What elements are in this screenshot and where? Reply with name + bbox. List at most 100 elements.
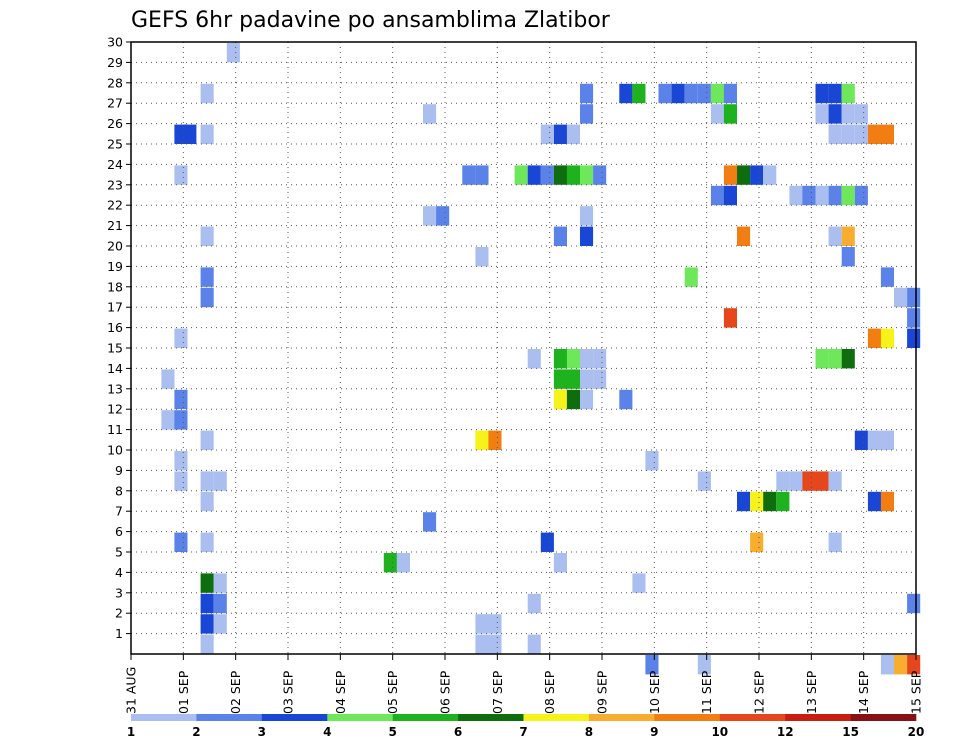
heatmap-cell (553, 389, 567, 410)
heatmap-cell (200, 634, 214, 654)
heatmap-cell (828, 124, 842, 144)
colorbar-label: 3 (258, 725, 266, 739)
heatmap-cell (684, 267, 698, 287)
heatmap-cell (174, 471, 188, 491)
heatmap-cell (540, 165, 554, 185)
colorbar-label: 20 (908, 725, 925, 739)
heatmap-cell (841, 349, 855, 369)
colorbar-label: 5 (389, 725, 397, 739)
heatmap-cell (907, 308, 921, 328)
colorbar-label: 8 (585, 725, 593, 739)
heatmap-cell (566, 389, 580, 410)
heatmap-cell (161, 369, 175, 389)
colorbar-label: 15 (842, 725, 859, 739)
heatmap-cell (580, 349, 594, 369)
heatmap-cell (174, 389, 188, 410)
heatmap-cell (423, 104, 437, 124)
colorbar-segment (131, 714, 197, 721)
heatmap-cell (174, 328, 188, 348)
heatmap-cell (867, 124, 881, 144)
colorbar-segment (850, 714, 917, 721)
heatmap-cell (213, 593, 227, 614)
heatmap-cell (828, 83, 842, 104)
heatmap-cell (553, 124, 567, 144)
colorbar: 1 2 3 4 5 6 7 8 9 10 12 15 20 (127, 714, 925, 739)
heatmap-cell (580, 226, 594, 246)
heatmap-cell (200, 124, 214, 144)
heatmap-cell (880, 124, 894, 144)
heatmap-cell (540, 532, 554, 552)
heatmap-cell (723, 185, 737, 206)
heatmap-cell (527, 165, 541, 185)
heatmap-cell (462, 165, 476, 185)
heatmap-cell (802, 185, 816, 206)
heatmap-cell (475, 430, 489, 450)
heatmap-cell (580, 165, 594, 185)
heatmap-cell (580, 389, 594, 410)
heatmap-cell (566, 369, 580, 389)
x-tick-label: 06 SEP (438, 670, 453, 714)
y-tick-label: 11 (107, 422, 123, 437)
heatmap-cell (723, 83, 737, 104)
heatmap-cell (723, 308, 737, 328)
colorbar-label: 10 (711, 725, 728, 739)
heatmap-cell (645, 655, 659, 675)
heatmap-cell (815, 471, 829, 491)
colorbar-label: 1 (127, 725, 135, 739)
heatmap-cell (867, 430, 881, 450)
heatmap-cell (815, 185, 829, 206)
colorbar-segment (458, 714, 524, 721)
heatmap-cell (200, 573, 214, 593)
heatmap-cell (815, 104, 829, 124)
heatmap-cell (475, 634, 489, 654)
heatmap-cell (841, 185, 855, 206)
heatmap-cell (854, 104, 868, 124)
heatmap-cell (867, 491, 881, 512)
y-tick-label: 16 (107, 320, 123, 335)
x-tick-label: 31 AUG (124, 667, 139, 714)
x-tick-label: 09 SEP (595, 670, 610, 714)
x-tick-label: 12 SEP (752, 670, 767, 714)
heatmap-cell (553, 553, 567, 573)
y-tick-label: 19 (107, 259, 123, 274)
heatmap-cell (880, 267, 894, 287)
heatmap-cell (527, 634, 541, 654)
colorbar-segment (261, 714, 328, 721)
y-tick-label: 22 (107, 198, 123, 213)
heatmap-cell (907, 593, 921, 614)
heatmap-cell (854, 430, 868, 450)
x-tick-label: 05 SEP (385, 670, 400, 714)
heatmap-cell (828, 226, 842, 246)
heatmap-cell (894, 655, 908, 675)
heatmap-cell (828, 185, 842, 206)
heatmap-cell (475, 165, 489, 185)
heatmap-cell (880, 430, 894, 450)
heatmap-cell (880, 328, 894, 348)
heatmap-cell (200, 471, 214, 491)
heatmap-cell (553, 165, 567, 185)
heatmap-cell (828, 471, 842, 491)
x-tick-label: 02 SEP (228, 670, 243, 714)
heatmap-cell (854, 185, 868, 206)
heatmap-cell (213, 614, 227, 634)
gridlines (131, 42, 916, 654)
heatmap-cell (553, 349, 567, 369)
heatmap-cell (750, 491, 764, 512)
heatmap-cell (815, 83, 829, 104)
heatmap-cell (200, 287, 214, 308)
x-tick-label: 03 SEP (281, 670, 296, 714)
heatmap-cell (475, 614, 489, 634)
x-tick-label: 01 SEP (176, 670, 191, 714)
colorbar-segment (654, 714, 720, 721)
heatmap-cell (750, 532, 764, 552)
colorbar-label: 4 (323, 725, 331, 739)
colorbar-label: 2 (192, 725, 200, 739)
y-tick-label: 4 (115, 565, 123, 580)
heatmap-cell (697, 655, 711, 675)
colorbar-segment (588, 714, 655, 721)
heatmap-cell (580, 206, 594, 226)
heatmap-cell (174, 451, 188, 471)
heatmap-cell (763, 491, 777, 512)
heatmap-cell (802, 471, 816, 491)
